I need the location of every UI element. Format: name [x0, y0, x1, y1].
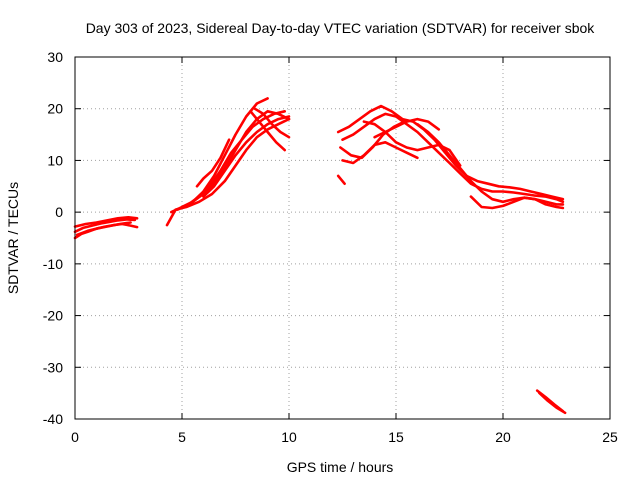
- y-tick-label-0: 0: [55, 204, 63, 220]
- series-c7: [373, 117, 441, 139]
- series-b4: [180, 110, 291, 209]
- y-tick-label--20: -20: [43, 308, 63, 324]
- series-b7: [253, 107, 291, 139]
- series-d2: [538, 391, 567, 415]
- x-tick-label-20: 20: [495, 429, 511, 445]
- y-tick-label--30: -30: [43, 359, 63, 375]
- y-tick-label--10: -10: [43, 256, 63, 272]
- series-c5: [341, 141, 419, 165]
- plot-frame: [74, 56, 611, 420]
- x-tick-label-25: 25: [602, 429, 618, 445]
- grid-lines: [75, 57, 610, 419]
- series-b5: [202, 115, 291, 198]
- series-c2: [336, 104, 565, 201]
- series-c8: [416, 122, 565, 206]
- y-tick-label--40: -40: [43, 411, 63, 427]
- y-tick-label-30: 30: [47, 49, 63, 65]
- series-b6: [249, 110, 286, 152]
- x-tick-label-10: 10: [281, 429, 297, 445]
- chart-title: Day 303 of 2023, Sidereal Day-to-day VTE…: [86, 20, 596, 36]
- series-a3: [73, 216, 139, 228]
- series-b8: [195, 138, 231, 188]
- y-tick-label-20: 20: [47, 101, 63, 117]
- series-a2: [73, 218, 137, 234]
- x-tick-label-5: 5: [178, 429, 186, 445]
- x-tick-label-15: 15: [388, 429, 404, 445]
- x-axis-label: GPS time / hours: [287, 459, 394, 475]
- y-axis-label: SDTVAR / TECUs: [5, 182, 21, 294]
- series-a4: [75, 221, 132, 237]
- data-series: [73, 97, 567, 415]
- y-tick-label-10: 10: [47, 152, 63, 168]
- x-tick-label-0: 0: [71, 429, 79, 445]
- series-c1: [336, 174, 346, 185]
- series-c3: [341, 112, 565, 204]
- series-c9: [469, 195, 565, 210]
- axis-ticks: 0 5 10 15 20 25 -40 -30 -20 -10 0 10 20 30: [43, 49, 618, 445]
